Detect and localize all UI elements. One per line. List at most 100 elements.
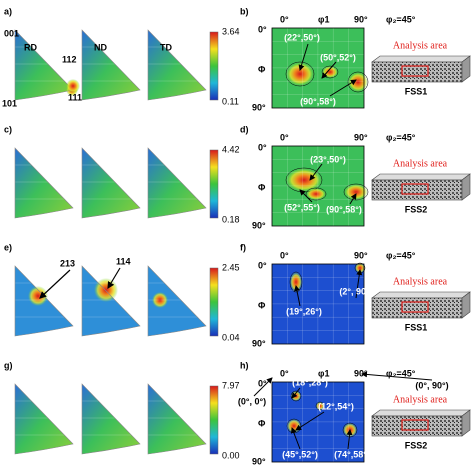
odf-frame: [271, 381, 365, 463]
odf-annotation: (23°,50°): [310, 154, 346, 164]
odf-arrow: [294, 285, 301, 307]
sample-front: [371, 415, 463, 437]
sample-side: [461, 291, 471, 319]
inverse-pole-figure: [81, 383, 141, 455]
odf-fill: [272, 382, 364, 462]
odf-left-label: Φ: [258, 182, 266, 192]
colorbar-max: 7.97: [222, 380, 240, 390]
odf-annotation: (19°,26°): [286, 306, 322, 316]
odf-top-label: 90°: [354, 250, 368, 260]
panel-label: c): [4, 124, 12, 134]
ipf-outline: [147, 29, 207, 101]
odf-annotation: (18°,28°): [292, 377, 328, 387]
panel-label: h): [240, 360, 249, 370]
odf-left-label: Φ: [258, 300, 266, 310]
ipf-outline: [81, 147, 141, 219]
ipf-outline: [147, 383, 207, 455]
odf-left-label: 0°: [258, 24, 267, 34]
odf-fill: [272, 28, 364, 108]
colorbar-min: 0.18: [222, 214, 240, 224]
sample-name: FSS1: [405, 322, 428, 332]
ipf-annotation: 112: [62, 54, 77, 64]
colorbar-max: 3.64: [222, 26, 240, 36]
ipf-fill: [148, 148, 206, 218]
odf-arrow: [295, 411, 325, 431]
ipf-fill: [82, 266, 140, 336]
ipf-hotspot: [94, 278, 118, 302]
analysis-area-label: Analysis area: [393, 158, 448, 169]
ipf-fill: [15, 148, 73, 218]
sample-top: [371, 55, 471, 63]
odf-frame: [271, 263, 365, 345]
odf-arrow: [298, 43, 309, 71]
sample-front: [371, 61, 463, 83]
odf-frame: [271, 145, 365, 227]
odf-top-label: 90°: [354, 132, 368, 142]
odf-arrow: [253, 377, 273, 397]
ipf-annotation: TD: [160, 42, 172, 52]
odf-arrow: [290, 427, 301, 450]
analysis-box: [401, 183, 429, 195]
sample-name: FSS2: [405, 204, 428, 214]
panel-label: e): [4, 242, 12, 252]
panel-label: b): [240, 6, 249, 16]
odf-annotation: (12°,54°): [318, 401, 354, 411]
ipf-fill: [82, 30, 140, 100]
odf-section: [271, 145, 369, 227]
odf-top-label: 90°: [354, 368, 368, 378]
odf-left-label: 0°: [258, 142, 267, 152]
odf-top-label: φ₂=45°: [386, 14, 416, 24]
odf-top-label: 0°: [280, 132, 289, 142]
analysis-box: [401, 301, 429, 313]
analysis-area-label: Analysis area: [393, 40, 448, 51]
ipf-arrow: [107, 267, 121, 290]
odf-hotspot: [289, 271, 303, 293]
ipf-fill: [82, 148, 140, 218]
ipf-outline: [81, 265, 141, 337]
odf-left-label: 90°: [252, 338, 266, 348]
odf-hotspot: [286, 418, 302, 434]
odf-fill: [272, 264, 364, 344]
analysis-box: [401, 419, 429, 431]
sample-front: [371, 297, 463, 319]
inverse-pole-figure: [147, 383, 207, 455]
odf-hotspot: [315, 401, 325, 411]
panel-label: a): [4, 6, 12, 16]
odf-left-label: Φ: [258, 64, 266, 74]
odf-left-label: 0°: [258, 378, 267, 388]
odf-arrow: [321, 61, 337, 79]
sample-name: FSS1: [405, 86, 428, 96]
odf-annotation: (0°, 90°): [415, 380, 448, 390]
odf-annotation: (22°,50°): [284, 32, 320, 42]
ipf-annotation: ND: [94, 42, 107, 52]
colorbar: [209, 149, 219, 219]
inverse-pole-figure: [14, 265, 74, 337]
odf-arrow: [299, 189, 313, 203]
ipf-fill: [15, 384, 73, 454]
colorbar-min: 0.04: [222, 332, 240, 342]
ipf-fill: [148, 266, 206, 336]
odf-arrow: [355, 269, 363, 299]
colorbar: [209, 385, 219, 455]
odf-annotation: (50°,52°): [320, 52, 356, 62]
odf-top-label: φ1: [318, 14, 329, 24]
odf-annotation: (90°,58°): [326, 204, 362, 214]
inverse-pole-figure: [147, 147, 207, 219]
inverse-pole-figure: [81, 147, 141, 219]
odf-left-label: 90°: [252, 456, 266, 466]
ipf-fill: [82, 384, 140, 454]
odf-annotation: (90°,58°): [300, 96, 336, 106]
odf-frame: [271, 27, 365, 109]
ipf-outline: [14, 383, 74, 455]
ipf-outline: [81, 383, 141, 455]
ipf-outline: [81, 29, 141, 101]
panel-label: f): [240, 242, 246, 252]
ipf-fill: [148, 384, 206, 454]
odf-top-label: 0°: [280, 14, 289, 24]
odf-hotspot: [285, 61, 315, 87]
odf-left-label: 90°: [252, 102, 266, 112]
sample-top: [371, 173, 471, 181]
odf-annotation: (74°,58°): [334, 449, 370, 459]
ipf-outline: [14, 147, 74, 219]
